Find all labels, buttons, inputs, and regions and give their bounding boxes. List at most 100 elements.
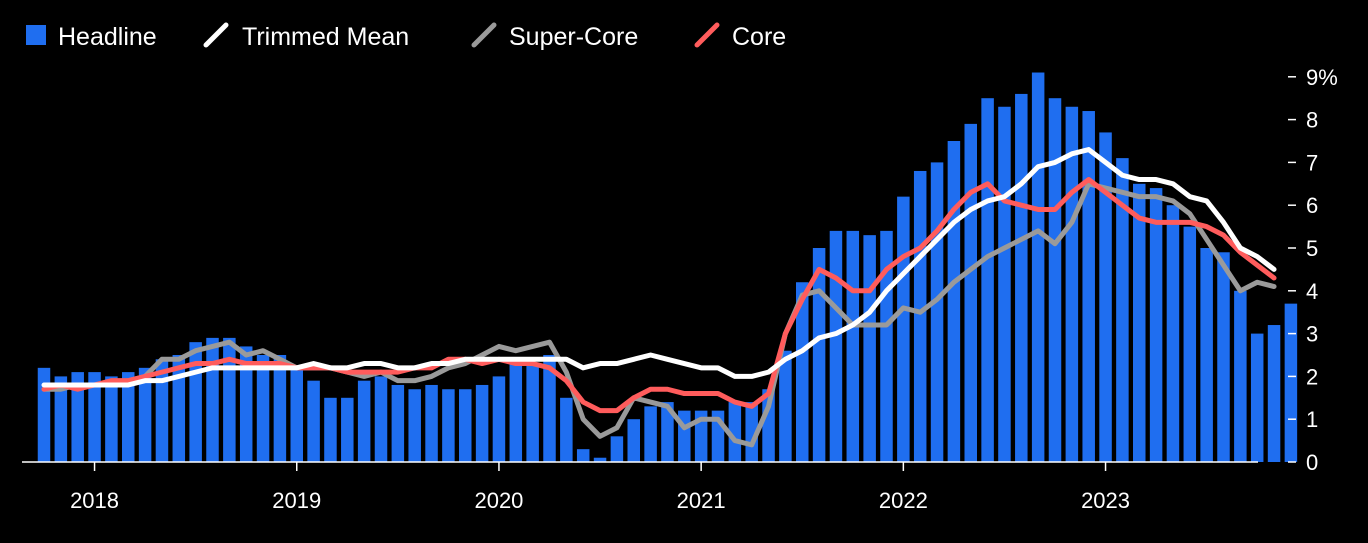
headline-bar: [88, 372, 101, 462]
headline-bar: [442, 389, 455, 462]
headline-bar: [543, 355, 556, 462]
headline-bar: [324, 397, 337, 462]
legend-swatch-super-core: [471, 22, 497, 48]
headline-bar: [526, 363, 539, 462]
headline-bar: [341, 397, 354, 462]
legend-swatch-core: [694, 22, 720, 48]
headline-bar: [425, 384, 438, 462]
headline-bar: [1149, 188, 1163, 462]
x-tick-label: 2018: [70, 488, 119, 513]
headline-bar: [964, 123, 977, 462]
headline-bar: [391, 384, 405, 462]
headline-bar: [897, 196, 910, 462]
x-tick-label: 2023: [1081, 488, 1130, 513]
x-tick-label: 2021: [677, 488, 726, 513]
headline-bar: [138, 367, 152, 462]
headline-bar: [644, 406, 657, 462]
headline-bar: [593, 457, 607, 462]
headline-bar: [357, 380, 371, 462]
y-tick-label: 6: [1306, 193, 1318, 218]
x-tick-label: 2019: [272, 488, 321, 513]
headline-bar: [459, 389, 472, 462]
y-tick-label: 7: [1306, 150, 1318, 175]
headline-bar: [122, 372, 135, 462]
headline-bar: [492, 376, 506, 462]
headline-bar: [172, 355, 186, 462]
headline-bar: [627, 419, 640, 462]
headline-bar: [1166, 205, 1180, 462]
bar-series-headline: [37, 72, 1298, 463]
headline-bar: [1284, 303, 1298, 462]
x-axis: 2018 2019 2020 2021 2022 2023: [70, 462, 1130, 513]
y-tick-label: 1: [1306, 407, 1318, 432]
legend-swatch-trimmed-mean: [203, 22, 229, 48]
headline-bar: [560, 397, 573, 462]
y-tick-label: 3: [1306, 322, 1318, 347]
trimmed-mean-line: [41, 147, 1277, 388]
headline-bar: [307, 380, 320, 462]
headline-bar: [374, 376, 388, 462]
headline-bar: [576, 449, 590, 462]
x-tick-label: 2020: [474, 488, 523, 513]
headline-bar: [913, 170, 927, 462]
headline-bar: [998, 106, 1011, 462]
headline-bar: [1082, 111, 1095, 462]
line-series-group: [41, 147, 1277, 448]
headline-bar: [796, 282, 809, 462]
legend: Headline Trimmed Mean Super-Core Core: [26, 22, 786, 51]
headline-bar: [256, 355, 270, 462]
y-axis: 0 1 2 3 4 5 6 7 8 9%: [1288, 65, 1338, 475]
headline-bar: [1116, 158, 1129, 462]
legend-label-trimmed-mean: Trimmed Mean: [242, 23, 409, 51]
headline-bar: [728, 402, 742, 462]
headline-bar: [290, 367, 303, 462]
headline-bar: [408, 389, 421, 462]
y-tick-label: 8: [1306, 108, 1318, 133]
headline-bar: [1099, 132, 1112, 462]
legend-swatch-headline: [26, 25, 46, 45]
headline-bar: [745, 402, 758, 462]
super-core-line: [41, 181, 1277, 448]
headline-bar: [829, 230, 843, 462]
headline-bar: [947, 141, 961, 462]
headline-bar: [1065, 106, 1079, 462]
headline-bar: [610, 436, 624, 462]
legend-label-core: Core: [732, 23, 786, 51]
headline-bar: [1015, 93, 1028, 463]
headline-bar: [981, 98, 994, 462]
y-tick-label: 2: [1306, 364, 1318, 389]
headline-bar: [1250, 333, 1264, 462]
headline-bar: [1200, 248, 1213, 462]
headline-bar: [661, 402, 674, 462]
headline-bar: [1031, 72, 1045, 463]
y-tick-label: 4: [1306, 279, 1318, 304]
headline-bar: [105, 376, 118, 462]
y-tick-label: 0: [1306, 450, 1318, 475]
headline-bar: [812, 248, 826, 462]
headline-bar: [509, 363, 523, 462]
legend-label-super-core: Super-Core: [509, 23, 638, 51]
headline-bar: [189, 342, 202, 462]
headline-bar: [223, 337, 236, 462]
core-line: [41, 177, 1277, 414]
headline-bar: [1048, 98, 1062, 462]
headline-bar: [155, 359, 169, 462]
headline-bar: [273, 355, 287, 462]
headline-bar: [779, 350, 792, 462]
headline-bar: [846, 230, 860, 462]
x-tick-label: 2022: [879, 488, 928, 513]
headline-bar: [1234, 290, 1247, 462]
headline-bar: [475, 384, 489, 462]
headline-bar: [863, 235, 876, 462]
headline-bar: [1267, 325, 1281, 462]
y-tick-label: 9%: [1306, 65, 1338, 90]
headline-bar: [1133, 183, 1146, 463]
headline-bar: [239, 346, 253, 462]
headline-bar: [1217, 252, 1230, 462]
headline-bar: [1183, 226, 1197, 462]
legend-label-headline: Headline: [58, 23, 157, 51]
headline-bar: [54, 376, 68, 462]
headline-bar: [930, 162, 944, 462]
